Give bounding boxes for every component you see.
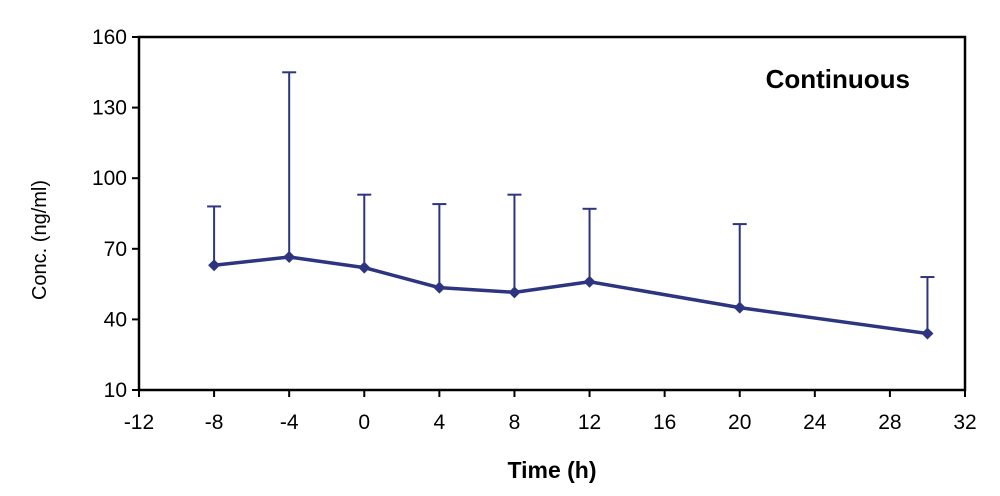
data-point: [433, 281, 446, 294]
x-tick-label: 32: [953, 411, 976, 434]
data-point: [733, 301, 746, 314]
x-tick-label: 28: [878, 411, 901, 434]
y-tick-label: 100: [92, 167, 127, 190]
y-axis-title: Conc. (ng/ml): [29, 180, 51, 300]
data-point: [583, 275, 596, 288]
x-tick-label: -8: [205, 411, 224, 434]
series-line: [213, 255, 928, 336]
data-point: [921, 327, 934, 340]
y-tick-label: 160: [92, 26, 127, 49]
data-point: [358, 261, 371, 274]
x-tick-label: 0: [358, 411, 370, 434]
y-tick-label: 40: [104, 308, 127, 331]
data-point: [508, 286, 521, 299]
data-point: [208, 259, 221, 272]
error-bars: [207, 71, 935, 334]
plot-frame: [137, 35, 967, 392]
x-tick-label: 8: [509, 411, 521, 434]
x-tick-label: 24: [803, 411, 827, 434]
x-axis-ticks: -12 -8 -4 0 4 8 12 16 20 24 28 32: [124, 390, 977, 434]
x-tick-label: 4: [434, 411, 446, 434]
x-tick-label: -12: [124, 411, 154, 434]
y-axis-ticks: 10 40 70 100 130 160: [92, 26, 139, 402]
data-point: [283, 251, 296, 264]
x-tick-label: 16: [653, 411, 676, 434]
data-markers: [208, 251, 934, 340]
y-tick-label: 130: [92, 97, 127, 120]
annotation-label: Continuous: [766, 64, 910, 94]
x-tick-label: -4: [280, 411, 299, 434]
x-tick-label: 12: [578, 411, 601, 434]
x-tick-label: 20: [728, 411, 751, 434]
y-tick-label: 10: [104, 379, 127, 402]
y-tick-label: 70: [104, 238, 127, 261]
x-axis-title: Time (h): [507, 457, 596, 483]
